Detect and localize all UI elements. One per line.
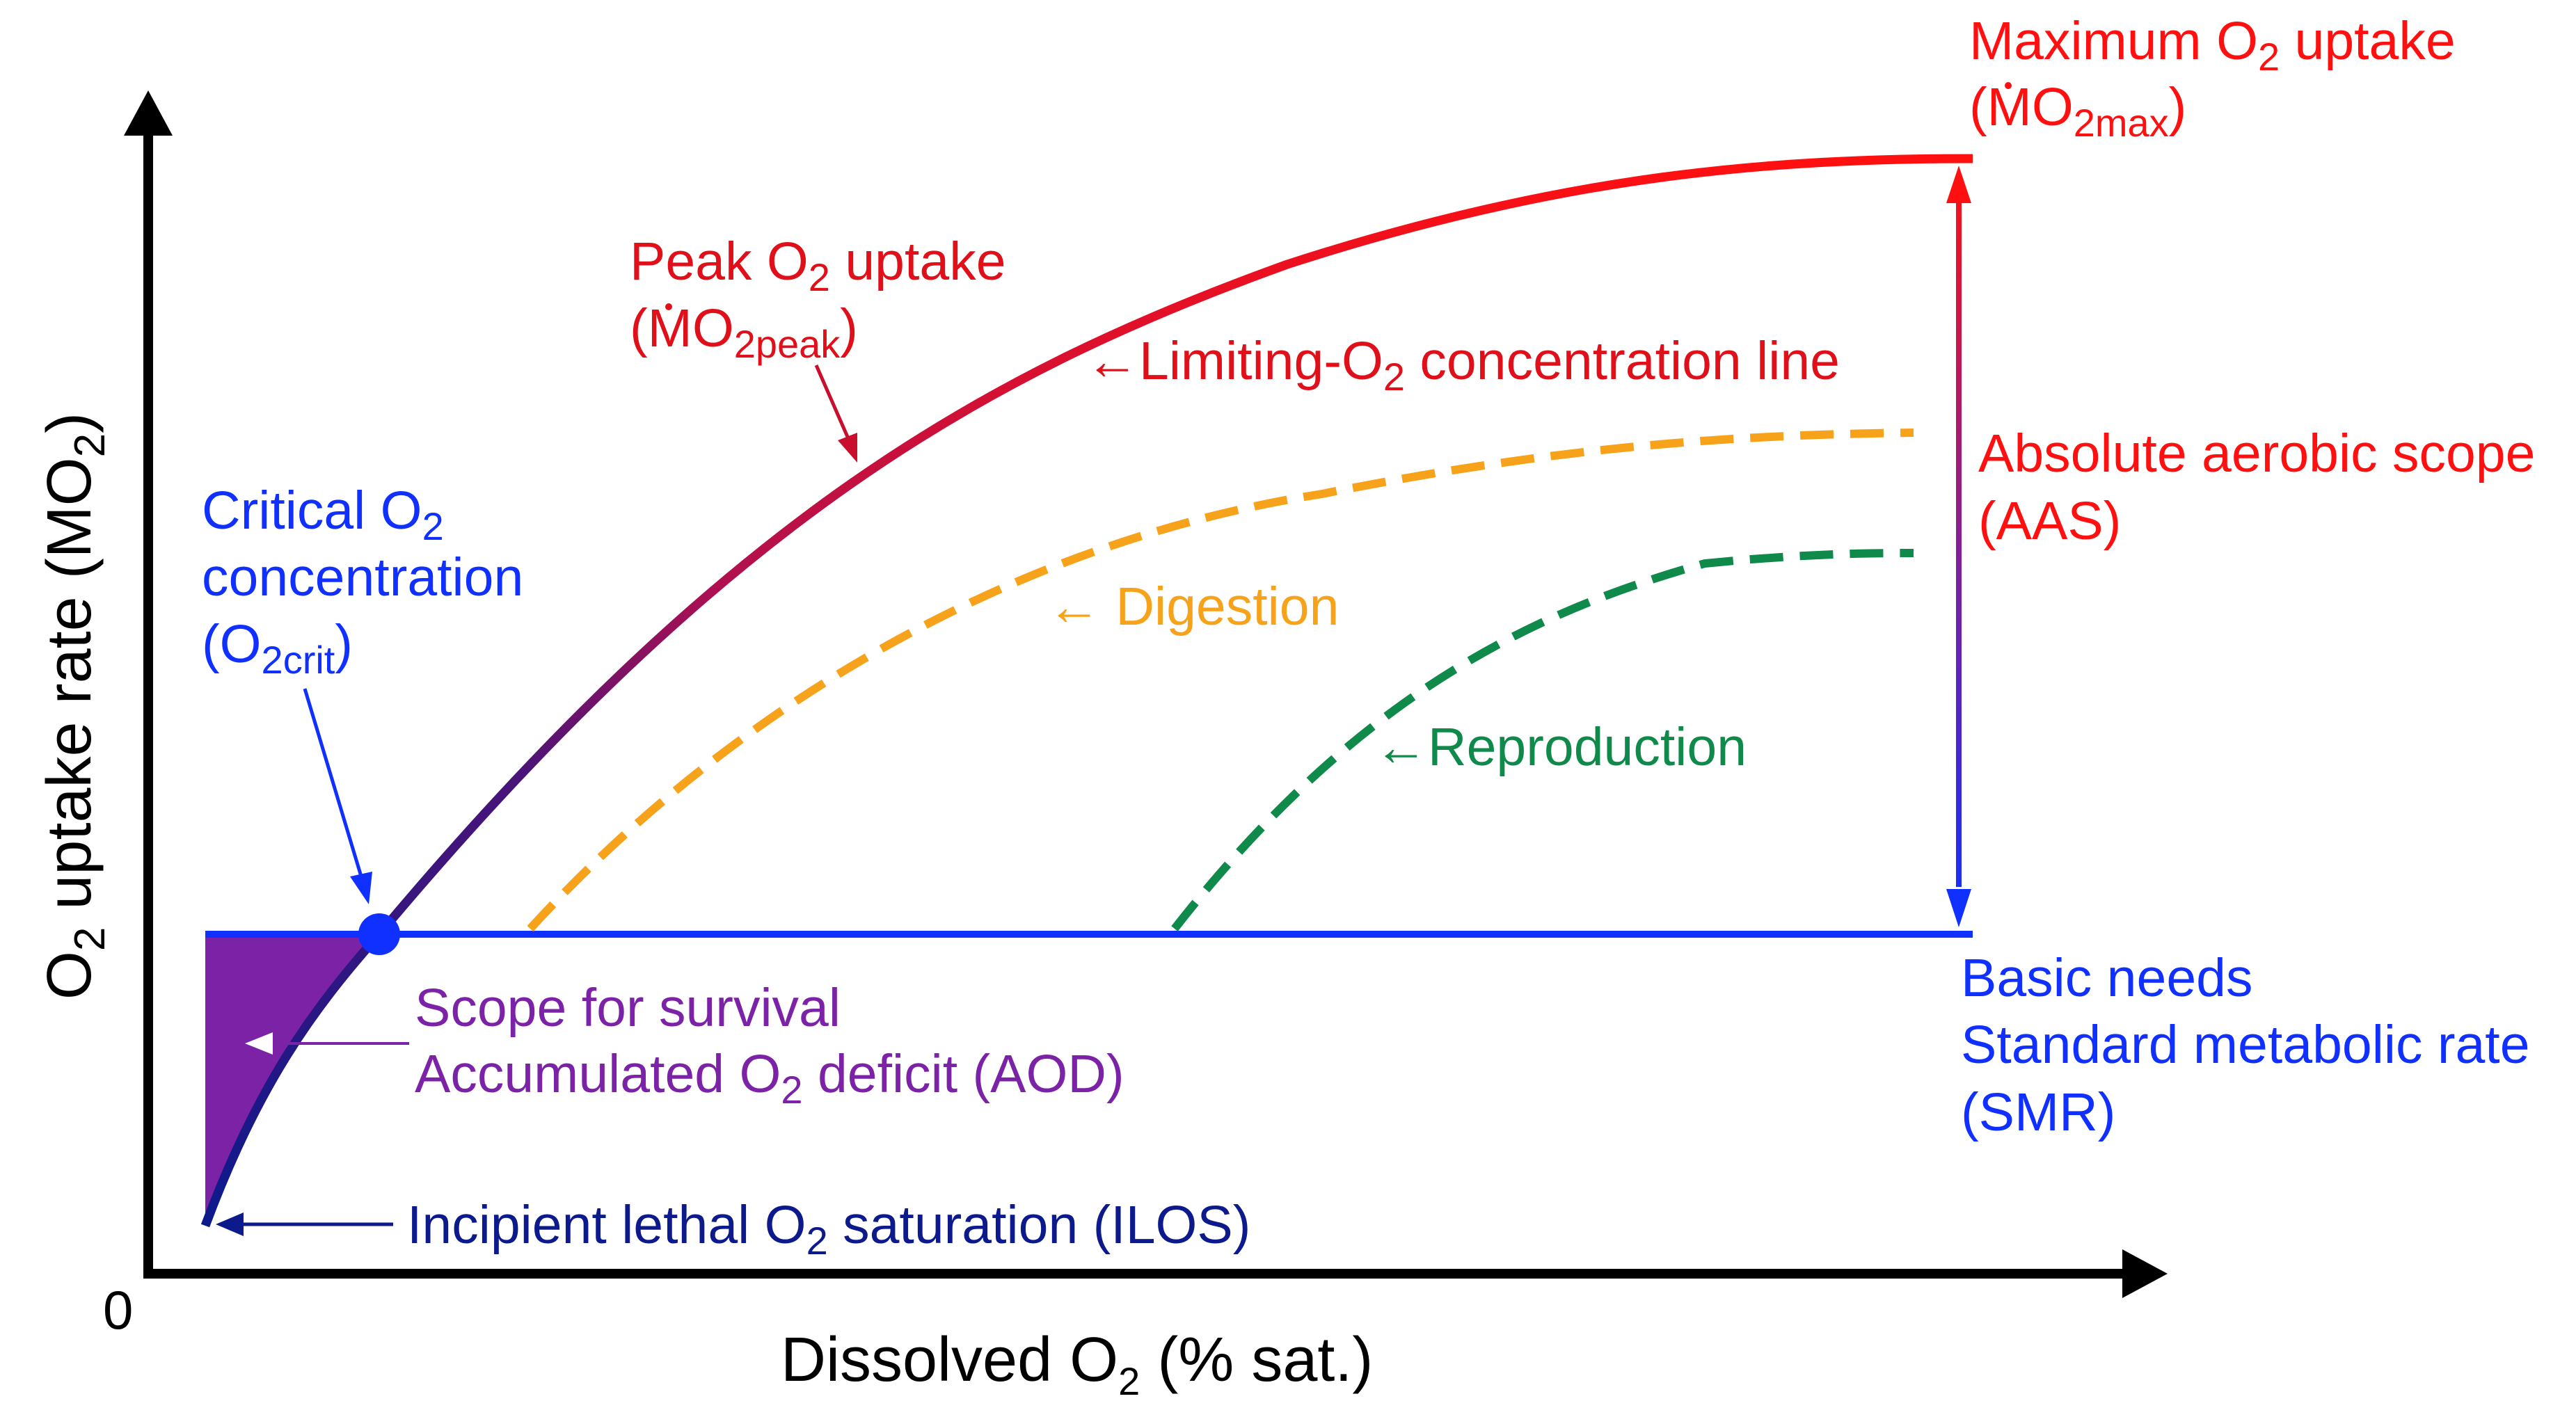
x-axis-title: Dissolved O2 (% sat.) [781,1325,1373,1403]
critical-pointer-head [350,872,372,904]
peak-pointer-head [838,433,857,463]
limiting-o2-curve [200,154,1973,1228]
smr-label-line1: Basic needs [1961,948,2252,1008]
y-axis-title: O2 uptake rate (MO2) [35,413,114,1000]
o2crit-point [358,913,400,955]
aas-arrow-top-head [1946,166,1971,203]
aod-shaded-area [205,934,379,1226]
aas-label-line2: (AAS) [1978,491,2121,551]
peak-pointer-line [814,364,850,438]
critical-label-line3: (O2crit) [202,614,353,682]
max-mdot-dot [2005,82,2012,89]
aas-arrow-bottom-head [1946,889,1971,927]
smr-label-line3: (SMR) [1961,1082,2115,1142]
critical-pointer-line [303,688,364,879]
reproduction-label: ←Reproduction [1374,717,1747,777]
ilos-label: Incipient lethal O2 saturation (ILOS) [407,1195,1250,1263]
peak-uptake-label-line1: Peak O2 uptake [630,232,1006,299]
digestion-label: ← Digestion [1047,577,1339,637]
limiting-line-label: ←Limiting-O2 concentration line [1086,331,1840,399]
y-axis-arrowhead [124,90,173,136]
aod-pointer-head [245,1032,273,1055]
x-axis-arrowhead [2122,1249,2168,1298]
y-axis-mdot: M [35,506,104,558]
survival-label-line1: Scope for survival [415,978,841,1038]
smr-label-line2: Standard metabolic rate [1961,1015,2530,1075]
origin-label: 0 [103,1279,133,1340]
peak-uptake-label-line2: (MO2peak) [630,298,858,366]
ilos-pointer-head [216,1212,244,1236]
max-uptake-label-line1: Maximum O2 uptake [1969,11,2456,79]
survival-label-line2: Accumulated O2 deficit (AOD) [415,1044,1124,1112]
peak-mdot-dot [665,303,672,310]
y-axis-title-group: O2 uptake rate (MO2) [35,413,114,1000]
reproduction-curve [1171,549,1914,931]
aas-label-line1: Absolute aerobic scope [1978,424,2535,483]
critical-label-line1: Critical O2 [202,481,444,548]
max-uptake-label-line2: (MO2max) [1969,77,2186,145]
critical-label-line2: concentration [202,547,523,607]
digestion-curve [527,429,1914,932]
